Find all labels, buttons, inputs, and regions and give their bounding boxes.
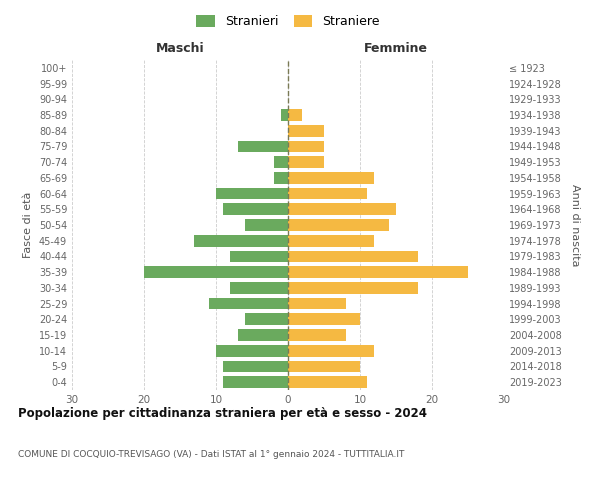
Bar — [223, 204, 288, 215]
Bar — [238, 329, 288, 341]
Bar — [216, 345, 288, 356]
Bar — [223, 376, 288, 388]
Bar — [288, 329, 346, 341]
Bar — [245, 219, 288, 231]
Bar — [216, 188, 288, 200]
Bar — [288, 360, 360, 372]
Bar — [288, 219, 389, 231]
Bar — [288, 235, 374, 246]
Text: Maschi: Maschi — [155, 42, 205, 56]
Text: Femmine: Femmine — [364, 42, 428, 56]
Bar — [288, 156, 324, 168]
Bar — [288, 109, 302, 121]
Legend: Stranieri, Straniere: Stranieri, Straniere — [193, 11, 383, 32]
Bar — [288, 298, 346, 310]
Bar — [288, 172, 374, 184]
Y-axis label: Anni di nascita: Anni di nascita — [570, 184, 580, 266]
Bar — [288, 266, 468, 278]
Bar — [288, 125, 324, 136]
Bar — [194, 235, 288, 246]
Y-axis label: Fasce di età: Fasce di età — [23, 192, 33, 258]
Bar — [288, 250, 418, 262]
Bar — [288, 345, 374, 356]
Bar — [238, 140, 288, 152]
Bar — [274, 172, 288, 184]
Bar — [230, 250, 288, 262]
Bar — [288, 188, 367, 200]
Bar — [288, 140, 324, 152]
Bar — [245, 314, 288, 325]
Bar — [288, 282, 418, 294]
Text: COMUNE DI COCQUIO-TREVISAGO (VA) - Dati ISTAT al 1° gennaio 2024 - TUTTITALIA.IT: COMUNE DI COCQUIO-TREVISAGO (VA) - Dati … — [18, 450, 404, 459]
Bar — [223, 360, 288, 372]
Text: Popolazione per cittadinanza straniera per età e sesso - 2024: Popolazione per cittadinanza straniera p… — [18, 408, 427, 420]
Bar — [274, 156, 288, 168]
Bar — [281, 109, 288, 121]
Bar — [288, 204, 396, 215]
Bar — [209, 298, 288, 310]
Bar — [288, 314, 360, 325]
Bar — [144, 266, 288, 278]
Bar — [230, 282, 288, 294]
Bar — [288, 376, 367, 388]
